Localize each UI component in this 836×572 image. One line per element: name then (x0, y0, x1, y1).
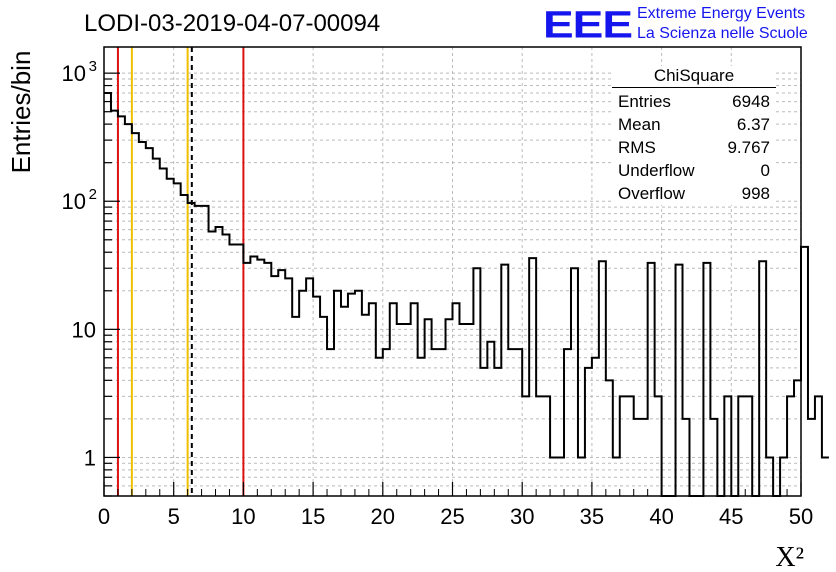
reference-lines (116, 47, 245, 496)
stats-row-entries: Entries 6948 (612, 90, 776, 113)
y-tick-label: 10 (72, 317, 96, 342)
x-tick-label: 40 (649, 504, 673, 529)
y-tick-exponent: 3 (89, 58, 97, 75)
stats-label: Mean (618, 115, 661, 134)
x-tick-label: 10 (231, 504, 255, 529)
eee-logo: EEE (543, 2, 633, 46)
y-axis-label: Entries/bin (6, 51, 36, 174)
x-tick-label: 35 (580, 504, 604, 529)
stats-label: RMS (618, 138, 656, 157)
x-tick-label: 20 (371, 504, 395, 529)
x-tick-label: 45 (719, 504, 743, 529)
logo-line-1: Extreme Energy Events (637, 5, 806, 22)
x-tick-label: 30 (510, 504, 534, 529)
y-tick-label: 10 (62, 61, 86, 86)
stats-value: 9.767 (727, 138, 770, 157)
y-tick-label: 1 (84, 445, 96, 470)
y-tick-label: 10 (62, 189, 86, 214)
histogram-series (104, 91, 829, 497)
stats-value: 6948 (732, 92, 770, 111)
stats-row-underflow: Underflow 0 (612, 159, 776, 182)
stats-row-mean: Mean 6.37 (612, 113, 776, 136)
logo-caption: Extreme Energy Events La Scienza nelle S… (637, 4, 808, 44)
x-tick-label: 5 (168, 504, 180, 529)
x-tick-label: 15 (301, 504, 325, 529)
x-tick-label: 25 (440, 504, 464, 529)
x-axis-label: X² (775, 542, 804, 572)
stats-label: Underflow (618, 161, 695, 180)
stats-value: 998 (741, 184, 770, 203)
chart-title: LODI-03-2019-04-07-00094 (84, 10, 381, 37)
stats-title: ChiSquare (612, 66, 776, 88)
stats-value: 0 (760, 161, 770, 180)
stats-row-overflow: Overflow 998 (612, 182, 776, 205)
stats-value: 6.37 (736, 115, 770, 134)
x-tick-label: 50 (789, 504, 813, 529)
stats-box: ChiSquare Entries 6948 Mean 6.37 RMS 9.7… (612, 66, 776, 205)
stats-label: Overflow (618, 184, 686, 203)
stats-row-rms: RMS 9.767 (612, 136, 776, 159)
x-axis: 0 5 10 15 20 25 30 35 40 45 50 (98, 482, 813, 529)
y-tick-exponent: 2 (89, 186, 97, 203)
logo-line-2: La Scienza nelle Scuole (637, 25, 808, 42)
stats-label: Entries (618, 92, 671, 111)
x-tick-label: 0 (98, 504, 110, 529)
